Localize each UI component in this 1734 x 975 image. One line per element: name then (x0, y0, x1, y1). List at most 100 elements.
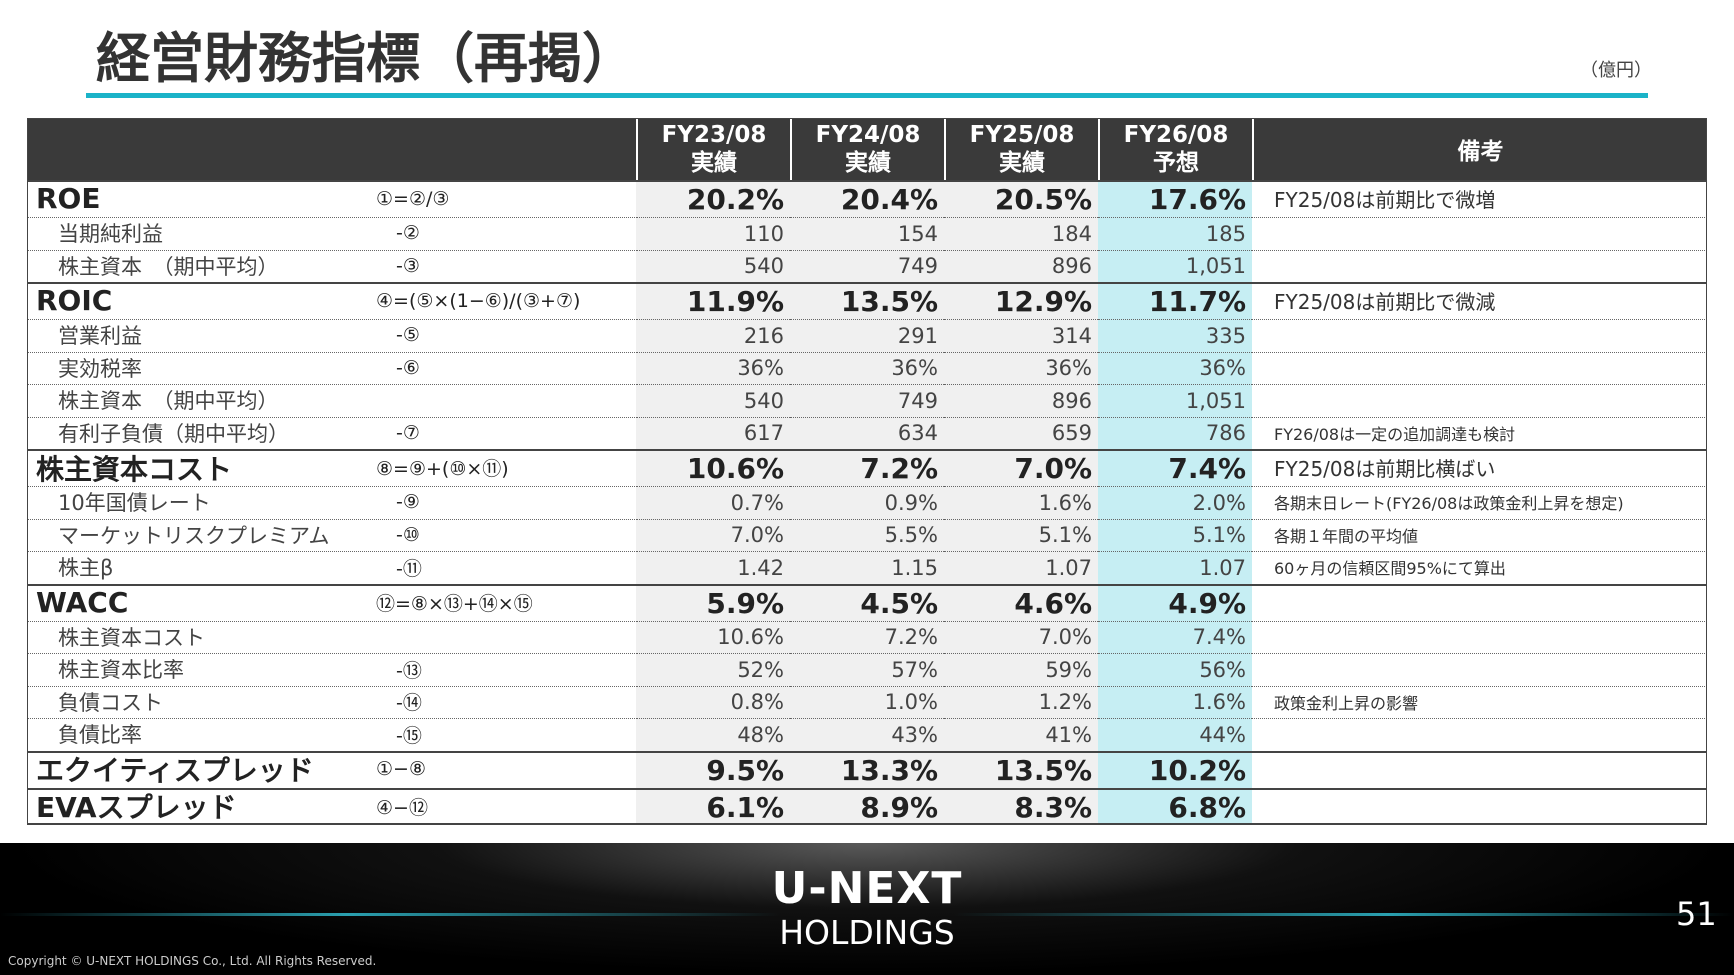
note: 各期１年間の平均値 (1274, 526, 1419, 546)
column-header: FY23/08 実績 (636, 118, 790, 180)
row-label: 株主資本 （期中平均） (58, 389, 279, 414)
value: 48% (636, 718, 790, 751)
value: 36% (944, 351, 1098, 384)
header-row (27, 118, 1707, 180)
value: 12.9% (944, 282, 1098, 319)
row-label: 株主資本 （期中平均） (58, 254, 279, 279)
value: 1.07 (1098, 551, 1252, 584)
value: 43% (790, 718, 944, 751)
unit: （億円） (1580, 60, 1652, 81)
formula: -③ (396, 254, 420, 277)
value: 896 (944, 384, 1098, 417)
formula: -⑩ (396, 523, 420, 546)
value: 0.9% (790, 486, 944, 519)
title: 経営財務指標（再掲） (96, 27, 636, 90)
value: 56% (1098, 653, 1252, 686)
value: 10.6% (636, 449, 790, 486)
column-period: FY26/08 (1123, 122, 1229, 148)
footer-streak (0, 913, 1734, 916)
value: 1.2% (944, 685, 1098, 718)
value: 6.1% (636, 787, 790, 825)
value: 36% (790, 351, 944, 384)
formula: -⑪ (396, 557, 422, 580)
note: 各期末日レート(FY26/08は政策金利上昇を想定) (1274, 494, 1624, 514)
copyright: Copyright © U-NEXT HOLDINGS Co., Ltd. Al… (8, 954, 377, 968)
formula: -⑭ (396, 692, 422, 715)
row-label: 負債コスト (58, 690, 163, 715)
value: 10.6% (636, 620, 790, 653)
value: 1.6% (1098, 685, 1252, 718)
value: 7.0% (636, 518, 790, 551)
value: 617 (636, 416, 790, 449)
value: 7.2% (790, 449, 944, 486)
row-label: 株主資本コスト (36, 452, 233, 486)
value: 11.7% (1098, 282, 1252, 319)
row-label: マーケットリスクプレミアム (58, 523, 330, 548)
formula: ①−⑧ (376, 758, 426, 780)
column-kind: 実績 (845, 150, 891, 176)
value: 216 (636, 319, 790, 352)
column-header: FY24/08 実績 (790, 118, 944, 180)
table-border (27, 118, 1707, 825)
value: 9.5% (636, 750, 790, 788)
value: 5.9% (636, 583, 790, 621)
title-rule (86, 93, 1648, 98)
row-label: 実効税率 (58, 356, 142, 381)
column-kind: 実績 (999, 150, 1045, 176)
row-label: 営業利益 (58, 324, 142, 349)
value: 57% (790, 653, 944, 686)
formula: ⑧=⑨+(⑩×⑪) (376, 458, 509, 480)
row-label: ROE (36, 182, 101, 215)
formula: -⑤ (396, 324, 420, 347)
value: 786 (1098, 416, 1252, 449)
column-header: FY25/08 実績 (944, 118, 1098, 180)
row-label: 株主資本コスト (58, 625, 205, 650)
value: 36% (1098, 351, 1252, 384)
note-header: 備考 (1252, 118, 1707, 180)
row-label: 10年国債レート (58, 491, 211, 516)
value: 13.3% (790, 750, 944, 788)
formula: -⑥ (396, 356, 420, 379)
value: 1.42 (636, 551, 790, 584)
formula: ⑫=⑧×⑬+⑭×⑮ (376, 592, 533, 615)
note: FY25/08は前期比で微減 (1274, 290, 1496, 314)
value: 7.0% (944, 449, 1098, 486)
value: 314 (944, 319, 1098, 352)
value: 749 (790, 384, 944, 417)
row-label: 負債比率 (58, 723, 142, 748)
column-header: FY26/08 予想 (1098, 118, 1252, 180)
value: 41% (944, 718, 1098, 751)
column-period: FY24/08 (815, 122, 921, 148)
formula: -⑦ (396, 421, 420, 444)
value: 7.4% (1098, 449, 1252, 486)
note: FY26/08は一定の追加調達も検討 (1274, 424, 1516, 444)
value: 36% (636, 351, 790, 384)
row-label: WACC (36, 585, 129, 619)
value: 659 (944, 416, 1098, 449)
value: 185 (1098, 217, 1252, 250)
value: 1.6% (944, 486, 1098, 519)
value: 20.4% (790, 180, 944, 217)
value: 59% (944, 653, 1098, 686)
logo-top: U-NEXT (771, 863, 963, 914)
value: 8.3% (944, 787, 1098, 825)
value: 13.5% (944, 750, 1098, 788)
value: 1,051 (1098, 249, 1252, 282)
value: 634 (790, 416, 944, 449)
note: 60ヶ月の信頼区間95%にて算出 (1274, 559, 1506, 579)
value: 52% (636, 653, 790, 686)
formula: ④−⑫ (376, 796, 428, 819)
value: 11.9% (636, 282, 790, 319)
value: 0.7% (636, 486, 790, 519)
value: 10.2% (1098, 750, 1252, 788)
value: 20.2% (636, 180, 790, 217)
note: 政策金利上昇の影響 (1274, 693, 1419, 713)
note: FY25/08は前期比横ばい (1274, 457, 1496, 481)
footer: U-NEXT HOLDINGS 51 Copyright © U-NEXT HO… (0, 843, 1734, 975)
value: 1.07 (944, 551, 1098, 584)
row-label: ROIC (36, 284, 113, 317)
page-number: 51 (1676, 895, 1717, 933)
value: 0.8% (636, 685, 790, 718)
value: 540 (636, 384, 790, 417)
